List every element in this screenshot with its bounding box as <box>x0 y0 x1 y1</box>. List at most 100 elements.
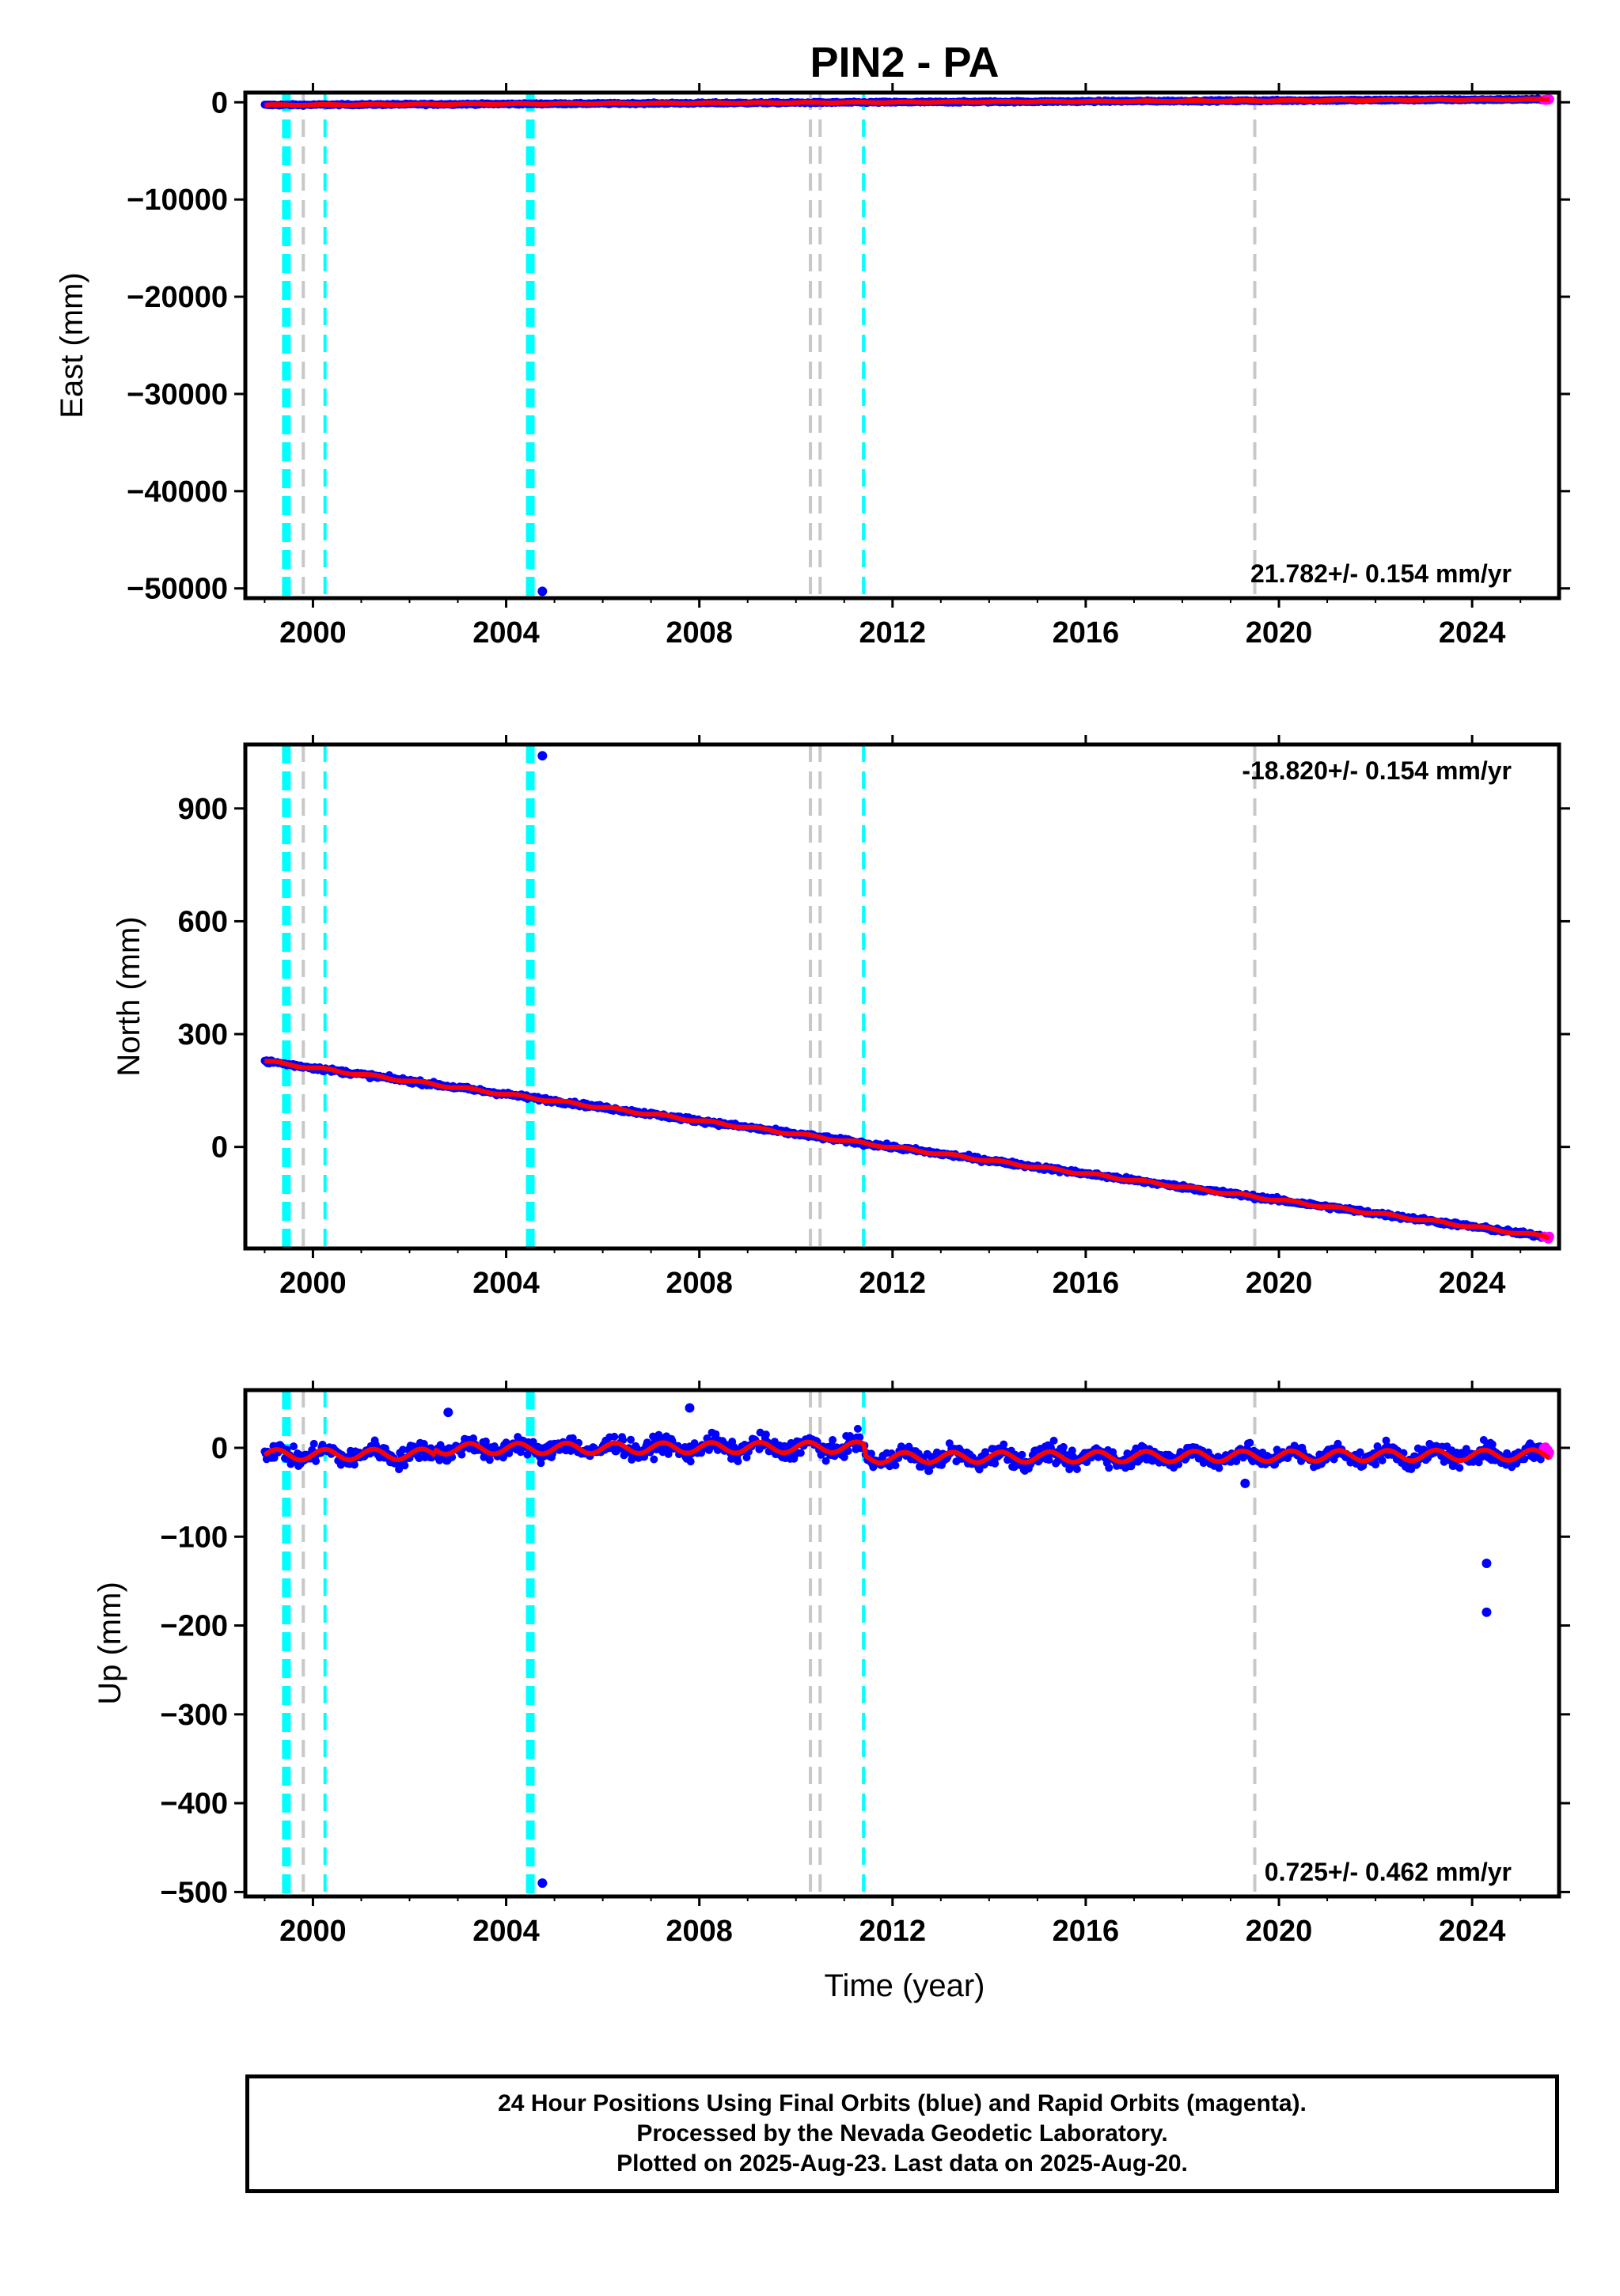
data-point <box>537 1459 545 1468</box>
data-point <box>1536 1455 1545 1464</box>
model-fit-line <box>264 97 1550 108</box>
data-point <box>734 1457 742 1465</box>
data-point <box>1059 1442 1068 1451</box>
panels: 2000 2004 2008 2012 2016 2020 20240−10000−2000… <box>55 83 1570 1948</box>
data-point <box>457 1450 466 1459</box>
data-point <box>711 1430 720 1438</box>
y-tick-label: −300 <box>160 1699 228 1732</box>
data-point <box>1455 1464 1464 1472</box>
data-point <box>650 1455 658 1464</box>
data-point <box>516 1448 525 1457</box>
data-point <box>399 1445 407 1454</box>
outlier-point <box>1240 1478 1250 1488</box>
data-point <box>350 1461 359 1469</box>
y-axis-label: East (mm) <box>55 272 89 418</box>
data-point <box>309 1439 318 1448</box>
data-point <box>415 1454 423 1463</box>
y-tick-label: 900 <box>178 793 228 826</box>
x-tick-label: 2004 <box>472 1915 540 1948</box>
data-point <box>1378 1456 1387 1464</box>
y-tick-label: −50000 <box>127 573 228 606</box>
y-tick-label: −200 <box>160 1610 228 1643</box>
data-point <box>485 1456 494 1464</box>
y-tick-label: −10000 <box>127 184 228 217</box>
data-point <box>796 1449 805 1457</box>
y-tick-label: −40000 <box>127 475 228 509</box>
footer-line-2: Processed by the Nevada Geodetic Laborat… <box>636 2120 1168 2146</box>
data-point <box>1049 1436 1058 1445</box>
x-tick-label: 2020 <box>1246 1915 1313 1948</box>
data-point <box>1068 1446 1076 1455</box>
data-point <box>1000 1440 1008 1449</box>
x-tick-label: 2016 <box>1053 1267 1120 1300</box>
footer-line-3: Plotted on 2025-Aug-23. Last data on 202… <box>617 2150 1188 2177</box>
outlier-point <box>537 1878 548 1889</box>
data-point <box>844 1447 852 1455</box>
y-tick-label: 0 <box>211 86 228 119</box>
data-point <box>686 1457 695 1466</box>
panel-frame <box>243 1388 1561 1899</box>
x-tick-label: 2012 <box>859 1267 927 1300</box>
data-point <box>1215 1464 1224 1472</box>
data-point <box>1356 1448 1364 1457</box>
x-tick-label: 2008 <box>666 616 733 650</box>
panel-frame <box>243 742 1561 1251</box>
data-point <box>1462 1445 1470 1453</box>
x-tick-label: 2000 <box>279 1915 347 1948</box>
panel-east: 2000 2004 2008 2012 2016 2020 2024 0 −10000 −2000… <box>55 83 1570 650</box>
x-tick-label: 2008 <box>666 1915 733 1948</box>
y-tick-label: −500 <box>160 1876 228 1909</box>
x-tick-label: 2016 <box>1053 1915 1120 1948</box>
x-tick-label: 2024 <box>1439 616 1506 650</box>
data-point <box>761 1430 770 1439</box>
x-tick-label: 2024 <box>1439 1915 1506 1948</box>
y-tick-label: −400 <box>160 1787 228 1821</box>
x-tick-label: 2016 <box>1053 616 1120 650</box>
y-tick-label: 600 <box>178 905 228 938</box>
x-axis-label: Time (year) <box>825 1968 985 2003</box>
x-tick-label: 2000 <box>279 1267 347 1300</box>
velocity-rate-label: 21.782+/- 0.154 mm/yr <box>1250 559 1512 588</box>
data-point <box>1105 1464 1114 1472</box>
data-point <box>1488 1440 1497 1449</box>
outlier-point <box>1482 1558 1492 1568</box>
data-point <box>1371 1461 1380 1469</box>
data-point <box>856 1433 864 1442</box>
footer-line-1: 24 Hour Positions Using Final Orbits (bl… <box>498 2090 1307 2116</box>
data-point <box>1520 1455 1529 1464</box>
data-point <box>1045 1456 1053 1464</box>
footer-caption: 24 Hour Positions Using Final Orbits (bl… <box>245 2074 1559 2193</box>
data-point <box>829 1436 837 1444</box>
y-tick-label: 300 <box>178 1018 228 1051</box>
data-point <box>395 1465 404 1474</box>
data-point <box>925 1467 934 1476</box>
data-point <box>1123 1449 1132 1457</box>
y-axis-label: North (mm) <box>112 916 146 1076</box>
outlier-point <box>537 751 548 761</box>
plot-area <box>260 744 1554 1248</box>
x-tick-label: 2012 <box>859 616 927 650</box>
plot-area <box>260 1390 1554 1896</box>
outlier-point <box>537 586 548 597</box>
x-tick-label: 2012 <box>859 1915 927 1948</box>
data-point <box>481 1437 490 1445</box>
x-tick-label: 2008 <box>666 1267 733 1300</box>
model-fit-line <box>263 1439 1551 1466</box>
data-point <box>400 1461 409 1470</box>
velocity-rate-label: -18.820+/- 0.154 mm/yr <box>1242 756 1512 785</box>
y-tick-label: −100 <box>160 1521 228 1554</box>
data-point <box>1246 1438 1254 1447</box>
data-point <box>821 1457 830 1465</box>
data-point <box>1053 1457 1062 1465</box>
data-point <box>290 1442 298 1451</box>
data-point <box>891 1461 900 1470</box>
data-point <box>312 1457 321 1465</box>
x-tick-label: 2004 <box>472 616 540 650</box>
panel-frame <box>243 90 1561 601</box>
data-point <box>1479 1436 1488 1444</box>
plot-area <box>260 93 1554 598</box>
panel-up: 2000 2004 2008 2012 2016 2020 2024 0 −100 −200 −30… <box>93 1381 1570 1948</box>
y-tick-label: −20000 <box>127 281 228 314</box>
velocity-rate-label: 0.725+/- 0.462 mm/yr <box>1265 1858 1512 1886</box>
